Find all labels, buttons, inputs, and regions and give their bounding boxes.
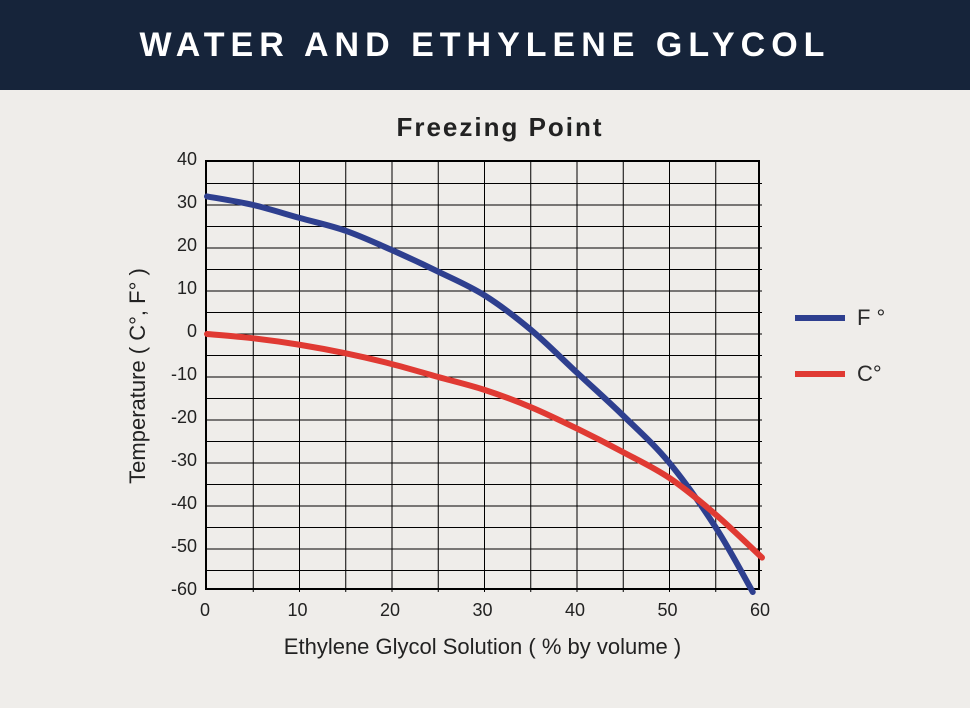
x-axis-label: Ethylene Glycol Solution ( % by volume ) — [205, 634, 760, 660]
legend-label: C° — [857, 361, 882, 387]
x-tick-label: 40 — [560, 600, 590, 621]
y-tick-label: -50 — [171, 536, 197, 557]
y-tick-label: 30 — [177, 192, 197, 213]
legend-swatch — [795, 315, 845, 321]
x-tick-label: 0 — [190, 600, 220, 621]
y-tick-label: 0 — [187, 321, 197, 342]
legend-label: F ° — [857, 305, 885, 331]
legend-item: F ° — [795, 305, 885, 331]
y-tick-label: -30 — [171, 450, 197, 471]
y-tick-label: -10 — [171, 364, 197, 385]
y-axis-label: Temperature ( C°, F° ) — [125, 268, 151, 484]
header: WATER AND ETHYLENE GLYCOL — [0, 0, 970, 90]
series-line-0 — [207, 196, 753, 592]
legend: F ° C° — [795, 305, 885, 417]
y-tick-label: -20 — [171, 407, 197, 428]
header-title: WATER AND ETHYLENE GLYCOL — [140, 26, 831, 65]
y-tick-label: 20 — [177, 235, 197, 256]
legend-swatch — [795, 371, 845, 377]
x-tick-label: 50 — [653, 600, 683, 621]
plot-area — [205, 160, 760, 590]
x-tick-label: 60 — [745, 600, 775, 621]
y-tick-label: 10 — [177, 278, 197, 299]
chart-container: Freezing Point Temperature ( C°, F° ) Et… — [0, 90, 970, 708]
legend-item: C° — [795, 361, 885, 387]
chart-title: Freezing Point — [0, 112, 970, 143]
x-tick-label: 10 — [283, 600, 313, 621]
plot-svg — [207, 162, 762, 592]
y-tick-label: 40 — [177, 149, 197, 170]
y-tick-label: -60 — [171, 579, 197, 600]
x-tick-label: 20 — [375, 600, 405, 621]
x-tick-label: 30 — [468, 600, 498, 621]
y-tick-label: -40 — [171, 493, 197, 514]
